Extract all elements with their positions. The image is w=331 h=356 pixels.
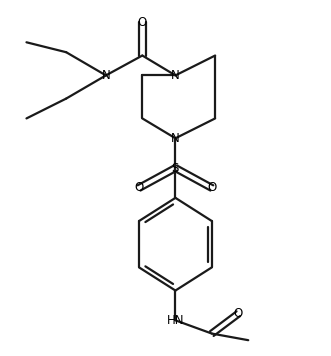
Text: O: O <box>234 307 243 320</box>
Text: N: N <box>171 132 180 145</box>
Text: O: O <box>207 182 216 194</box>
Text: N: N <box>171 69 180 82</box>
Text: O: O <box>134 182 144 194</box>
Text: S: S <box>172 162 179 174</box>
Text: HN: HN <box>167 314 184 327</box>
Text: N: N <box>102 69 110 82</box>
Text: O: O <box>138 16 147 29</box>
